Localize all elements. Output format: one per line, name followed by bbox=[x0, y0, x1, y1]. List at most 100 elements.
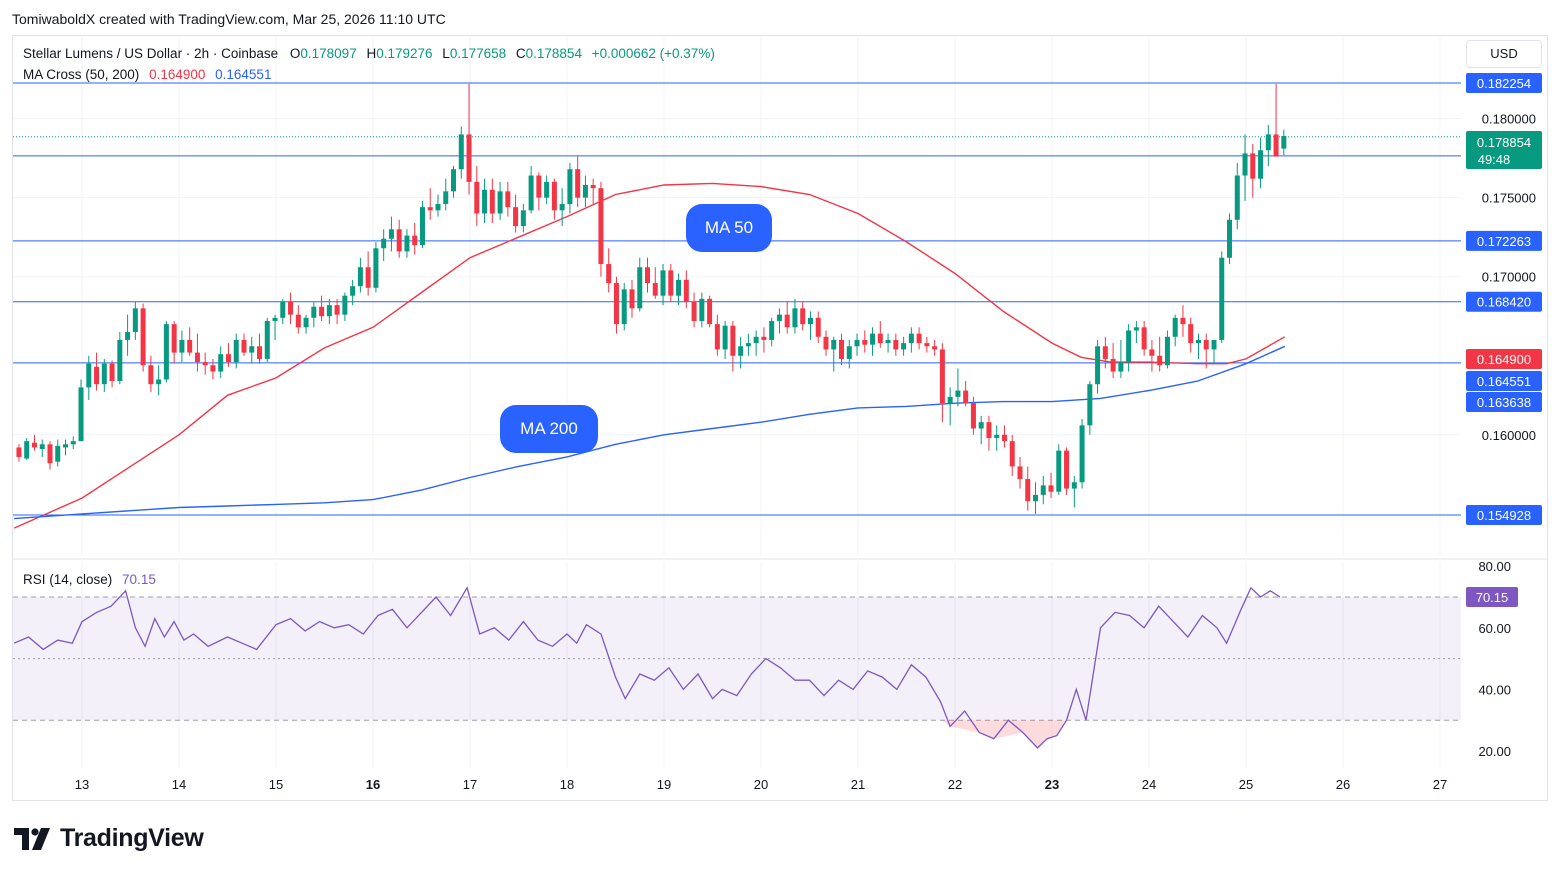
candle-body[interactable] bbox=[745, 343, 751, 347]
candle-body[interactable] bbox=[497, 191, 503, 214]
candle-body[interactable] bbox=[970, 403, 976, 429]
candle-body[interactable] bbox=[606, 264, 612, 284]
candle-body[interactable] bbox=[63, 444, 69, 448]
candle-body[interactable] bbox=[1172, 317, 1178, 337]
candle-body[interactable] bbox=[513, 207, 519, 227]
candle-body[interactable] bbox=[163, 324, 169, 380]
candle-body[interactable] bbox=[451, 169, 457, 192]
candle-body[interactable] bbox=[357, 267, 363, 287]
candle-body[interactable] bbox=[1079, 425, 1085, 483]
candle-body[interactable] bbox=[233, 339, 239, 363]
candle-body[interactable] bbox=[1180, 317, 1186, 325]
candle-body[interactable] bbox=[978, 422, 984, 429]
candle-body[interactable] bbox=[699, 298, 705, 321]
candle-body[interactable] bbox=[156, 379, 162, 385]
candle-body[interactable] bbox=[70, 441, 76, 445]
candle-body[interactable] bbox=[854, 339, 860, 347]
candle-body[interactable] bbox=[815, 317, 821, 337]
candle-body[interactable] bbox=[893, 339, 899, 350]
candle-body[interactable] bbox=[823, 336, 829, 350]
candle-body[interactable] bbox=[388, 229, 394, 239]
candle-body[interactable] bbox=[575, 169, 581, 198]
candle-body[interactable] bbox=[31, 442, 37, 448]
candle-body[interactable] bbox=[1087, 384, 1093, 426]
candle-body[interactable] bbox=[47, 444, 53, 464]
candle-body[interactable] bbox=[1203, 339, 1209, 350]
candle-body[interactable] bbox=[567, 169, 573, 204]
candle-body[interactable] bbox=[784, 314, 790, 328]
candle-body[interactable] bbox=[458, 134, 464, 170]
candle-body[interactable] bbox=[319, 306, 325, 317]
candle-body[interactable] bbox=[280, 302, 286, 318]
candle-body[interactable] bbox=[365, 267, 371, 288]
candle-body[interactable] bbox=[210, 365, 216, 372]
candle-body[interactable] bbox=[1242, 153, 1248, 176]
candle-body[interactable] bbox=[404, 235, 410, 252]
candle-body[interactable] bbox=[528, 175, 534, 211]
candle-body[interactable] bbox=[753, 336, 759, 344]
candle-body[interactable] bbox=[1164, 336, 1170, 366]
candle-body[interactable] bbox=[932, 346, 938, 350]
candle-body[interactable] bbox=[691, 302, 697, 321]
candle-body[interactable] bbox=[1017, 466, 1023, 480]
candle-body[interactable] bbox=[396, 229, 402, 252]
candle-body[interactable] bbox=[132, 308, 138, 333]
candle-body[interactable] bbox=[1040, 485, 1046, 495]
candle-body[interactable] bbox=[947, 396, 953, 404]
candle-body[interactable] bbox=[272, 317, 278, 321]
candle-body[interactable] bbox=[288, 302, 294, 315]
rsi-label[interactable]: RSI (14, close) bbox=[23, 572, 113, 587]
candle-body[interactable] bbox=[536, 175, 542, 198]
candle-body[interactable] bbox=[807, 317, 813, 325]
candle-body[interactable] bbox=[963, 390, 969, 404]
candle-body[interactable] bbox=[1195, 339, 1201, 344]
candle-body[interactable] bbox=[839, 339, 845, 359]
candle-body[interactable] bbox=[1001, 434, 1007, 442]
candle-body[interactable] bbox=[194, 352, 200, 363]
candle-body[interactable] bbox=[668, 270, 674, 296]
candle-body[interactable] bbox=[435, 203, 441, 211]
candle-body[interactable] bbox=[140, 308, 146, 366]
currency-button[interactable]: USD bbox=[1466, 40, 1542, 68]
candle-body[interactable] bbox=[676, 279, 682, 296]
candle-body[interactable] bbox=[1250, 153, 1256, 179]
candle-body[interactable] bbox=[474, 181, 480, 214]
candle-body[interactable] bbox=[621, 289, 627, 325]
candle-body[interactable] bbox=[924, 343, 930, 347]
candle-body[interactable] bbox=[489, 189, 495, 214]
candle-body[interactable] bbox=[683, 279, 689, 303]
candle-body[interactable] bbox=[78, 387, 84, 442]
candle-body[interactable] bbox=[295, 314, 301, 328]
candle-body[interactable] bbox=[916, 333, 922, 344]
candle-body[interactable] bbox=[148, 365, 154, 385]
candle-body[interactable] bbox=[1110, 358, 1116, 372]
candle-body[interactable] bbox=[590, 185, 596, 189]
candle-body[interactable] bbox=[1265, 134, 1271, 151]
candle-body[interactable] bbox=[55, 445, 61, 462]
candle-body[interactable] bbox=[776, 314, 782, 321]
candle-body[interactable] bbox=[1126, 330, 1132, 363]
candle-body[interactable] bbox=[419, 207, 425, 246]
candle-body[interactable] bbox=[722, 325, 728, 350]
ma-cross-label[interactable]: MA Cross (50, 200) bbox=[23, 67, 140, 82]
candle-body[interactable] bbox=[257, 346, 263, 359]
candle-body[interactable] bbox=[1064, 450, 1070, 489]
candle-body[interactable] bbox=[1258, 150, 1264, 179]
candle-body[interactable] bbox=[908, 333, 914, 344]
candle-body[interactable] bbox=[171, 324, 177, 353]
tradingview-brand[interactable]: TradingView bbox=[14, 824, 204, 853]
candle-body[interactable] bbox=[249, 346, 255, 353]
candle-body[interactable] bbox=[241, 339, 247, 353]
candle-body[interactable] bbox=[652, 283, 658, 296]
ma200-bubble[interactable] bbox=[500, 405, 598, 453]
candle-body[interactable] bbox=[381, 238, 387, 249]
candle-body[interactable] bbox=[1234, 175, 1240, 220]
candle-body[interactable] bbox=[1048, 485, 1054, 492]
candle-body[interactable] bbox=[326, 305, 332, 317]
candle-body[interactable] bbox=[877, 333, 883, 344]
candle-body[interactable] bbox=[427, 207, 433, 211]
candle-body[interactable] bbox=[101, 363, 107, 385]
candle-body[interactable] bbox=[412, 235, 418, 246]
candle-body[interactable] bbox=[1281, 136, 1287, 149]
